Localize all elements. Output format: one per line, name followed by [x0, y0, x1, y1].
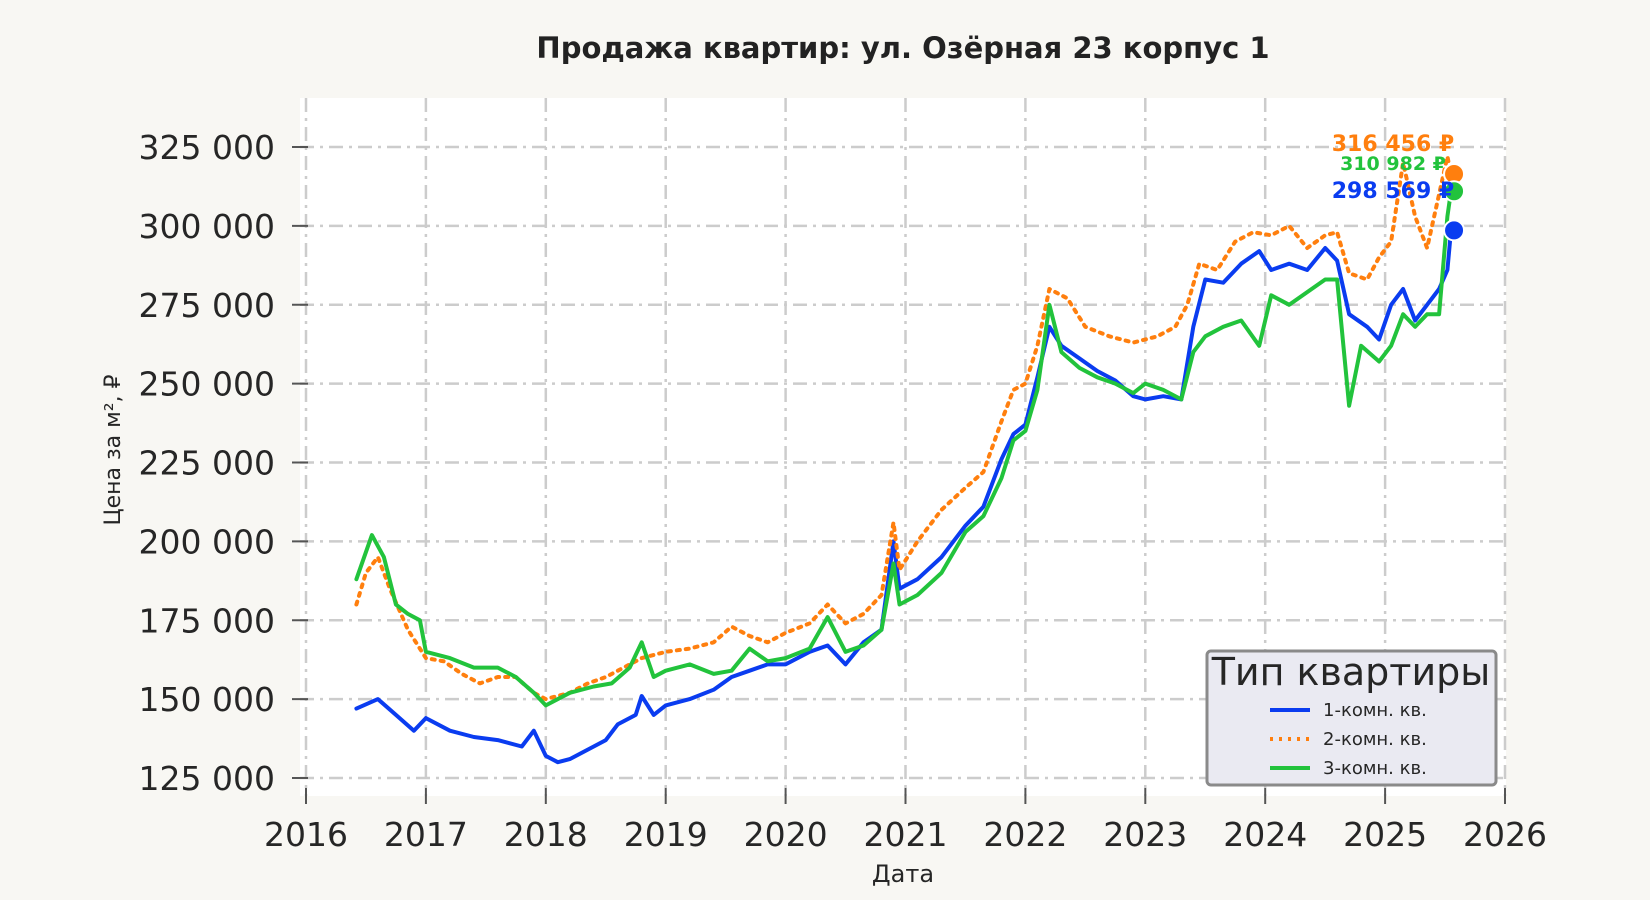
x-tick-label: 2018 [504, 815, 588, 854]
x-tick-label: 2021 [864, 815, 948, 854]
series-group [354, 154, 1453, 765]
x-axis-ticks: 2016 2017 2018 2019 2020 2021 2022 2023 2024 2025… [264, 788, 1547, 854]
y-tick-label: 225 000 [139, 444, 275, 483]
y-tick-label: 200 000 [139, 522, 275, 561]
y-axis-label: Цена за м², ₽ [101, 374, 126, 525]
legend-label-1: 1-комн. кв. [1323, 700, 1427, 721]
x-axis-label: Дата [872, 860, 934, 888]
end-value-label-1: 298 569 ₽ [1332, 179, 1454, 204]
legend-box [1205, 649, 1498, 787]
series-end-marker-1 [1443, 219, 1466, 242]
x-tick-label: 2019 [624, 815, 708, 854]
chart-title: Продажа квартир: ул. Озёрная 23 корпус 1 [536, 31, 1269, 65]
x-tick-label: 2023 [1103, 815, 1187, 854]
x-tick-label: 2020 [744, 815, 828, 854]
y-tick-label: 275 000 [139, 286, 275, 325]
series-line-1 [354, 228, 1453, 765]
legend-label-2: 2-комн. кв. [1323, 729, 1427, 750]
series-line-3 [354, 189, 1453, 708]
y-tick-label: 250 000 [139, 365, 275, 404]
x-tick-label: 2016 [264, 815, 348, 854]
legend-label-3: 3-комн. кв. [1323, 758, 1427, 779]
legend-title: Тип квартиры [1211, 650, 1491, 694]
y-tick-label: 325 000 [139, 128, 275, 167]
x-tick-label: 2025 [1343, 815, 1427, 854]
x-tick-label: 2026 [1463, 815, 1547, 854]
end-value-label-3: 310 982 ₽ [1340, 153, 1446, 175]
y-tick-label: 150 000 [139, 680, 275, 719]
x-tick-label: 2024 [1223, 815, 1307, 854]
y-tick-label: 300 000 [139, 207, 275, 246]
y-tick-label: 175 000 [139, 601, 275, 640]
end-value-label-2: 316 456 ₽ [1332, 132, 1454, 157]
end-labels: 298 569 ₽ 316 456 ₽310 982 ₽ [1332, 132, 1466, 242]
x-tick-label: 2017 [384, 815, 468, 854]
legend-items: 1-комн. кв. 2-комн. кв. 3-комн. кв. [1270, 700, 1427, 779]
y-axis-ticks: 125 000 150 000 175 000 200 000 225 000 250 0… [139, 128, 308, 798]
legend: Тип квартиры 1-комн. кв. 2-комн. кв. 3-ком… [1205, 649, 1498, 787]
grid [300, 98, 1507, 796]
y-tick-label: 125 000 [139, 759, 275, 798]
x-tick-label: 2022 [983, 815, 1067, 854]
series-end-marker-3 [1443, 180, 1466, 203]
